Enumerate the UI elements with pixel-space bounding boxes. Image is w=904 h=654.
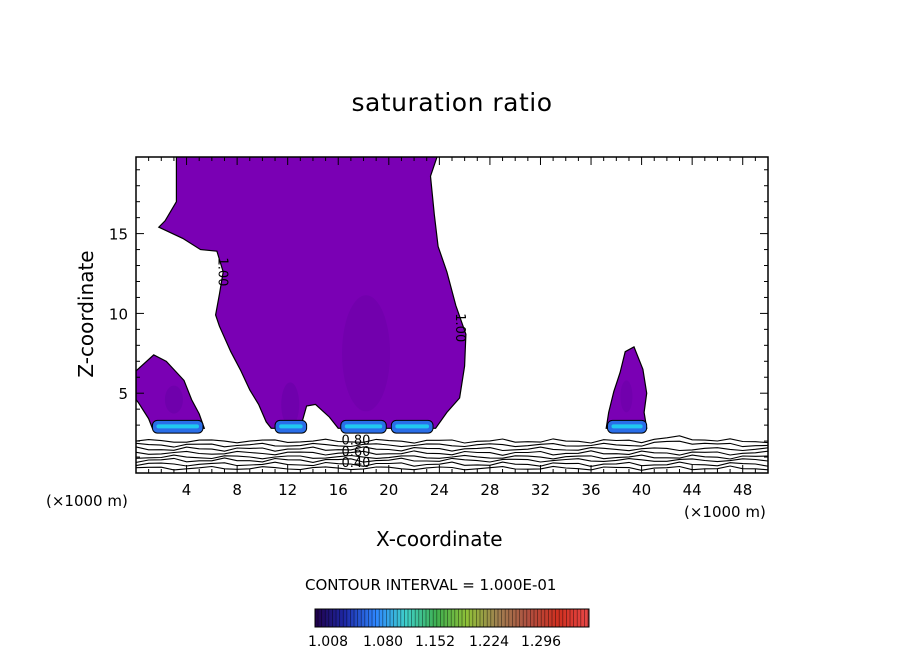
boundary-contour-line	[136, 450, 768, 456]
contour-label: 0.60	[341, 445, 370, 460]
colorbar-tick-label: 1.008	[308, 634, 348, 650]
colorbar-tick-label: 1.224	[469, 634, 509, 650]
colorbar-tick-label: 1.152	[415, 634, 455, 650]
y-tick-label: 10	[109, 305, 128, 323]
inner-zone	[281, 382, 300, 427]
x-axis-label: X-coordinate	[376, 527, 503, 551]
chart-title: saturation ratio	[351, 88, 553, 117]
x-tick-label: 8	[232, 481, 242, 499]
boundary-contour-line	[136, 461, 768, 467]
plot-area	[136, 157, 768, 471]
x-tick-label: 12	[278, 481, 297, 499]
x-unit-right: (×1000 m)	[684, 503, 766, 521]
x-tick-label: 36	[581, 481, 600, 499]
boundary-contour-line	[136, 457, 768, 463]
x-tick-label: 20	[379, 481, 398, 499]
cloud-base-band-core	[611, 424, 643, 429]
colorbar-tick-label: 1.080	[363, 634, 403, 650]
inner-zone	[620, 380, 633, 413]
contour-label: 1.00	[214, 257, 229, 286]
boundary-contour-line	[136, 446, 768, 452]
boundary-contour-line	[136, 465, 768, 471]
x-unit-left: (×1000 m)	[46, 492, 128, 510]
inner-zone	[342, 295, 391, 412]
inner-zone	[164, 385, 183, 414]
x-tick-label: 32	[531, 481, 550, 499]
colorbar-tick-label: 1.296	[521, 634, 561, 650]
colorbar	[314, 608, 590, 628]
cloud-base-band-core	[344, 424, 383, 429]
cloud-base-band-core	[156, 424, 199, 429]
x-tick-label: 24	[430, 481, 449, 499]
x-tick-label: 48	[733, 481, 752, 499]
boundary-contour-line	[136, 440, 768, 448]
y-tick-label: 5	[118, 385, 128, 403]
y-tick-label: 15	[109, 226, 128, 244]
contour-label: 0.40	[341, 456, 370, 471]
cloud-base-band-core	[279, 424, 303, 429]
x-tick-label: 16	[329, 481, 348, 499]
x-tick-label: 28	[480, 481, 499, 499]
main-cloud-region	[157, 157, 467, 429]
contour-label: 1.00	[452, 313, 467, 342]
x-tick-label: 40	[632, 481, 651, 499]
contour-interval-label: CONTOUR INTERVAL = 1.000E-01	[305, 576, 557, 594]
contour-label: 0.80	[341, 434, 370, 449]
boundary-contour-line	[136, 435, 768, 444]
boundary-contour-line	[136, 454, 768, 460]
x-tick-label: 4	[182, 481, 192, 499]
x-tick-label: 44	[683, 481, 702, 499]
cloud-base-band-core	[395, 424, 430, 429]
